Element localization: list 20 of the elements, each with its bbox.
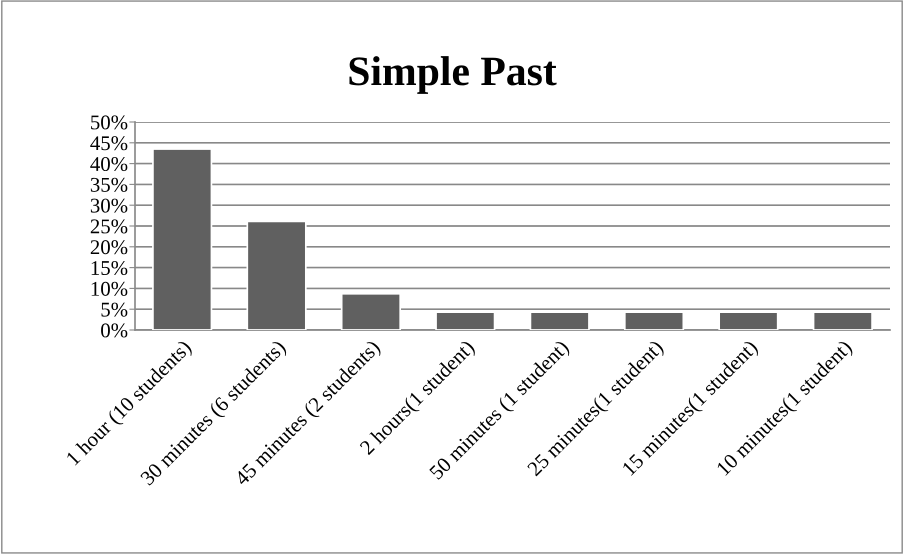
y-tick-label: 20% [90,240,128,254]
bar [812,311,873,330]
bar [340,292,402,330]
y-tick-label: 0% [101,323,128,338]
bar [718,311,779,330]
bar [246,220,307,330]
bar [624,311,684,330]
y-tick-label: 25% [90,219,128,234]
bar [435,311,496,330]
y-tick-label: 35% [90,178,128,192]
y-tick-label: 5% [101,302,128,317]
y-tick-label: 50% [91,115,128,130]
y-tick-label: 40% [90,156,128,172]
y-tick-label: 15% [92,260,128,276]
bar [152,148,212,330]
y-tick-label: 30% [90,198,128,213]
y-tick-label: 45% [90,136,128,150]
bar [530,311,590,330]
chart-title: Simple Past [349,56,557,94]
y-tick-label: 10% [92,282,128,296]
